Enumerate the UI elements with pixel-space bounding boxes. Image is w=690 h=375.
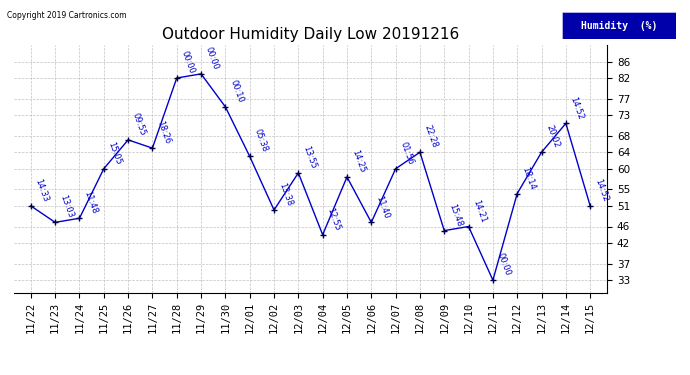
Text: 09:55: 09:55 bbox=[131, 112, 148, 137]
Text: 11:40: 11:40 bbox=[374, 194, 391, 220]
Text: 22:28: 22:28 bbox=[423, 124, 440, 150]
Text: 18:26: 18:26 bbox=[155, 120, 172, 146]
Text: 14:33: 14:33 bbox=[34, 177, 50, 203]
Text: 12:55: 12:55 bbox=[326, 207, 342, 232]
Text: 20:02: 20:02 bbox=[544, 124, 561, 150]
Text: 14:52: 14:52 bbox=[569, 95, 585, 121]
Text: 00:00: 00:00 bbox=[495, 252, 512, 278]
Text: 13:38: 13:38 bbox=[277, 182, 293, 207]
Text: 14:52: 14:52 bbox=[593, 178, 609, 203]
Text: 05:38: 05:38 bbox=[253, 128, 269, 154]
Text: 01:56: 01:56 bbox=[398, 141, 415, 166]
Text: 00:00: 00:00 bbox=[204, 46, 220, 71]
Text: 15:05: 15:05 bbox=[106, 141, 123, 166]
Text: 14:21: 14:21 bbox=[471, 198, 488, 224]
Text: 13:55: 13:55 bbox=[301, 145, 317, 170]
Text: 00:10: 00:10 bbox=[228, 79, 245, 104]
Text: 15:48: 15:48 bbox=[447, 202, 464, 228]
Text: 00:00: 00:00 bbox=[179, 50, 196, 75]
Text: Humidity  (%): Humidity (%) bbox=[581, 21, 658, 31]
Title: Outdoor Humidity Daily Low 20191216: Outdoor Humidity Daily Low 20191216 bbox=[162, 27, 459, 42]
Text: 14:25: 14:25 bbox=[350, 149, 366, 174]
Text: Copyright 2019 Cartronics.com: Copyright 2019 Cartronics.com bbox=[7, 11, 126, 20]
Text: 18:14: 18:14 bbox=[520, 165, 537, 191]
Text: 13:03: 13:03 bbox=[58, 194, 75, 220]
Text: 11:48: 11:48 bbox=[82, 190, 99, 216]
